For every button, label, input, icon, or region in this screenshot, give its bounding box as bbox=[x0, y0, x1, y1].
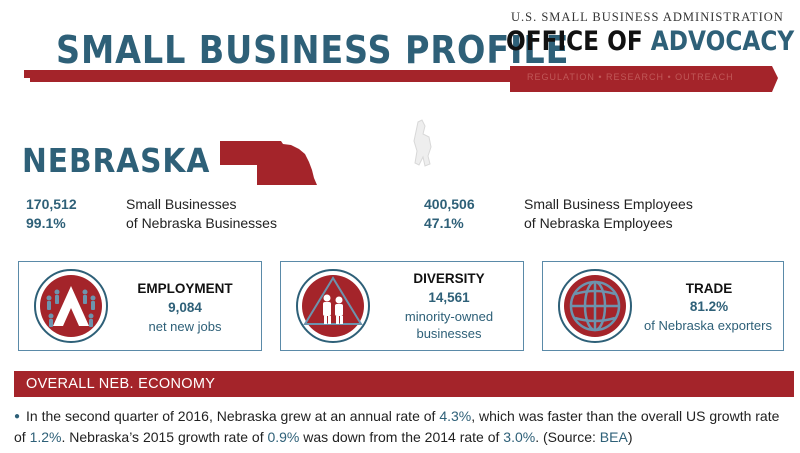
tagline: REGULATION • RESEARCH • OUTREACH bbox=[527, 72, 734, 82]
share-employees-value: 47.1% bbox=[424, 215, 464, 231]
header-ribbon bbox=[24, 66, 778, 92]
diversity-sub: minority-owned businesses bbox=[404, 309, 494, 341]
trade-card: TRADE 81.2% of Nebraska exporters bbox=[542, 261, 784, 351]
small-business-stats: 170,512 Small Businesses 99.1% of Nebras… bbox=[26, 196, 326, 236]
agency-name: U.S. SMALL BUSINESS ADMINISTRATION bbox=[511, 10, 784, 24]
growth-rate-value: 4.3% bbox=[439, 408, 472, 424]
trade-value: 81.2% bbox=[689, 299, 729, 314]
employees-value: 400,506 bbox=[424, 196, 475, 212]
globe-icon bbox=[558, 269, 632, 343]
office-prefix: OFFICE OF bbox=[506, 26, 643, 57]
us-growth-rate-value: 1.2% bbox=[29, 429, 62, 445]
state-name: NEBRASKA bbox=[22, 141, 211, 180]
decorative-figure-icon bbox=[413, 119, 432, 167]
rate-2015-value: 0.9% bbox=[267, 429, 300, 445]
diversity-icon bbox=[296, 269, 370, 343]
employment-value: 9,084 bbox=[168, 300, 202, 315]
share-businesses-value: 99.1% bbox=[26, 215, 66, 231]
bullet-icon: ● bbox=[14, 411, 21, 422]
economy-text-2: , which was faster than the overall US g… bbox=[14, 408, 780, 445]
diversity-value: 14,561 bbox=[428, 290, 470, 305]
economy-text-5: . (Source: bbox=[535, 429, 600, 445]
employment-sub: net new jobs bbox=[148, 319, 222, 334]
diversity-card: DIVERSITY 14,561 minority-owned business… bbox=[280, 261, 524, 351]
small-businesses-label: Small Businesses bbox=[126, 196, 237, 212]
trade-sub: of Nebraska exporters bbox=[644, 318, 772, 333]
office-logo: OFFICE OF ADVOCACY bbox=[506, 26, 794, 57]
share-businesses-label: of Nebraska Businesses bbox=[126, 215, 277, 231]
employment-card: EMPLOYMENT 9,084 net new jobs bbox=[18, 261, 262, 351]
rate-2014-value: 3.0% bbox=[503, 429, 536, 445]
economy-section-header: OVERALL NEB. ECONOMY bbox=[14, 371, 794, 397]
source-value: BEA bbox=[599, 429, 628, 445]
page-title: SMALL BUSINESS PROFILE bbox=[56, 28, 570, 72]
diversity-title: DIVERSITY bbox=[413, 271, 485, 286]
economy-heading: OVERALL NEB. ECONOMY bbox=[26, 376, 216, 392]
employee-stats: 400,506 Small Business Employees 47.1% o… bbox=[424, 196, 724, 236]
employment-icon bbox=[34, 269, 108, 343]
office-accent: ADVOCACY bbox=[650, 26, 795, 57]
share-employees-label: of Nebraska Employees bbox=[524, 215, 673, 231]
economy-text-6: ) bbox=[627, 429, 633, 445]
employees-label: Small Business Employees bbox=[524, 196, 693, 212]
small-businesses-value: 170,512 bbox=[26, 196, 77, 212]
economy-paragraph: ● In the second quarter of 2016, Nebraska… bbox=[14, 406, 794, 448]
economy-text-3: . Nebraska’s 2015 growth rate of bbox=[61, 429, 268, 445]
economy-text-4: was down from the 2014 rate of bbox=[299, 429, 504, 445]
employment-title: EMPLOYMENT bbox=[137, 281, 233, 296]
trade-title: TRADE bbox=[685, 281, 733, 296]
economy-text-1: In the second quarter of 2016, Nebraska … bbox=[26, 408, 440, 424]
nebraska-map-icon bbox=[220, 141, 317, 185]
